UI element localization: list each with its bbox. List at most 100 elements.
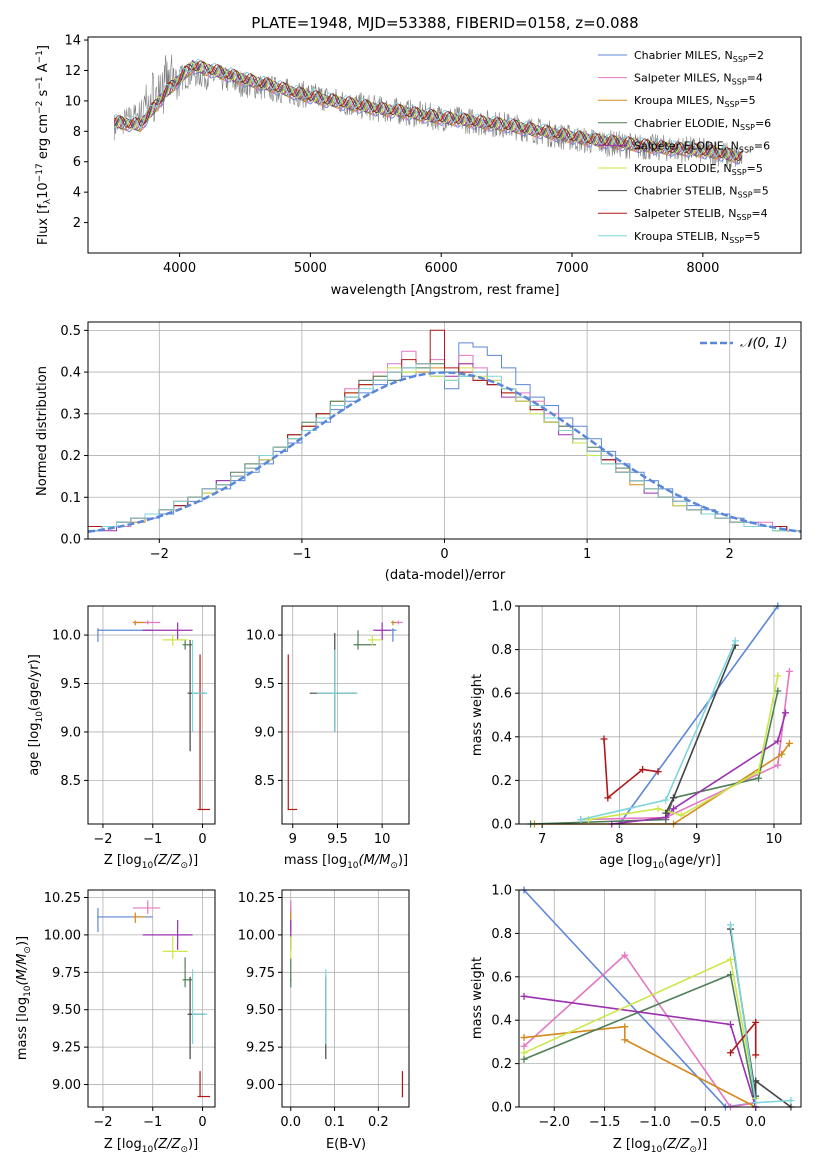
x-tick-label: 6000 [425, 261, 458, 276]
y-tick-label: 10.25 [238, 891, 275, 906]
y-tick-label: 10.0 [246, 629, 275, 644]
weight-vs-z-panel: −2.0 −1.5 −1.0 −0.5 0.0 0.0 0.2 0.4 0.6 0.8 1.0 Z … [470, 884, 802, 1155]
y-tick-label: 9.00 [246, 1078, 275, 1093]
plus-marker [752, 1018, 760, 1026]
gaussian-curve [87, 371, 802, 533]
age-vs-z-frame [87, 605, 216, 825]
y-axis-label: mass weight [470, 957, 485, 1039]
plus-marker [752, 1051, 760, 1059]
plus-marker [520, 1055, 528, 1063]
data-point [397, 621, 400, 624]
x-axis-label: Z [log10(Z/Z⊙)] [613, 1137, 707, 1155]
y-tick-label: 0.5 [60, 324, 81, 339]
legend-label: Kroupa STELIB, NSSP=5 [634, 230, 760, 245]
x-tick-label: −1 [143, 1115, 162, 1130]
y-tick-label: 14 [64, 34, 81, 49]
data-point [97, 916, 99, 918]
y-tick-label: 2 [73, 216, 81, 231]
y-tick-label: 9.50 [246, 1003, 275, 1018]
plus-marker [727, 1021, 734, 1029]
y-tick-label: 10.0 [52, 629, 81, 644]
x-tick-label: 7 [538, 832, 546, 847]
mass-vs-z-frame [87, 889, 216, 1108]
spectrum-frame [87, 36, 802, 254]
legend-label: Salpeter MILES, NSSP=4 [634, 72, 763, 87]
age-vs-mass-panel: 9 9.5 10 8.5 9.0 9.5 10.0 mass [log10(M/M⊙)] [246, 605, 410, 871]
legend: 𝒩(0, 1) [700, 336, 787, 351]
x-tick-label: −1 [292, 547, 311, 562]
data-point [176, 629, 179, 632]
residual-frame [87, 321, 802, 540]
data-point [199, 1095, 201, 1098]
y-tick-label: 10 [64, 94, 81, 109]
y-tick-label: 0.2 [491, 1057, 512, 1072]
x-axis-label: Z [log10(Z/Z⊙)] [104, 1137, 198, 1155]
y-tick-label: 0.2 [60, 449, 81, 464]
data-point [324, 1013, 327, 1016]
x-tick-label: −1 [143, 832, 162, 847]
legend-label-gaussian: 𝒩(0, 1) [740, 336, 787, 351]
plus-marker [785, 739, 793, 747]
plus-marker [731, 637, 739, 645]
weight-line-4 [523, 995, 757, 1108]
weight-vs-age-panel: 7 8 9 10 0.0 0.2 0.4 0.6 0.8 1.0 age [log10(age/y… [470, 600, 802, 871]
y-tick-label: 4 [73, 186, 81, 201]
plus-marker [727, 1049, 734, 1057]
plus-marker [774, 737, 782, 745]
plus-marker [520, 1042, 528, 1050]
x-tick-label: 8 [615, 832, 623, 847]
plus-marker [639, 766, 647, 773]
plus-marker [787, 1096, 795, 1104]
age-vs-mass-frame [281, 605, 410, 825]
data-point [146, 907, 149, 909]
y-tick-label: 10.00 [44, 928, 81, 943]
weight-line-3 [523, 973, 757, 1108]
age-vs-z-panel: −2 −1 0 8.5 9.0 9.5 10.0 Z [log10(Z/Z⊙)] age [… [27, 605, 216, 871]
y-tick-label: 9.00 [52, 1078, 81, 1093]
data-point [171, 950, 174, 953]
plus-marker [670, 805, 678, 813]
x-tick-label: 4000 [163, 261, 196, 276]
x-axis-label: Z [log10(Z/Z⊙)] [104, 853, 198, 871]
y-tick-label: 9.0 [60, 725, 81, 740]
y-tick-label: 10.25 [44, 891, 81, 906]
x-axis-label: (data-model)/error [385, 568, 506, 583]
plus-marker [600, 735, 608, 743]
data-point [134, 916, 137, 918]
x-tick-label: −2 [150, 547, 169, 562]
y-tick-label: 8.5 [60, 774, 81, 789]
y-tick-label: 1.0 [491, 884, 512, 899]
x-tick-label: −2.0 [538, 1115, 570, 1130]
y-tick-label: 0.4 [491, 730, 512, 745]
plus-marker [520, 1034, 528, 1042]
y-tick-label: 9.5 [254, 677, 275, 692]
x-axis-label: age [log10(age/yr)] [599, 853, 721, 871]
data-point [146, 621, 149, 624]
plus-marker [755, 774, 763, 782]
plus-marker [774, 761, 782, 769]
mass-vs-ebv-panel: 0.0 0.1 0.2 9.00 9.25 9.50 9.75 10.00 10.25 E(B-… [238, 889, 410, 1152]
y-axis-label: mass weight [470, 674, 485, 756]
data-point [371, 639, 374, 641]
x-tick-label: 9 [289, 832, 297, 847]
y-tick-label: 8 [73, 125, 81, 140]
data-point [289, 907, 292, 909]
data-point [184, 978, 186, 981]
legend-label: Chabrier MILES, NSSP=2 [634, 49, 764, 64]
y-tick-label: 10.00 [238, 928, 275, 943]
data-point [199, 808, 201, 811]
x-axis-label: mass [log10(M/M⊙)] [284, 853, 408, 871]
y-axis-label: mass [log10(M/M⊙)] [15, 936, 33, 1060]
plus-marker [520, 992, 528, 1000]
y-tick-label: 9.50 [52, 1003, 81, 1018]
y-tick-label: 0.0 [60, 533, 81, 548]
data-point [97, 629, 99, 632]
x-tick-label: −0.5 [690, 1115, 722, 1130]
data-point [171, 639, 174, 641]
y-tick-label: 0.4 [60, 366, 81, 381]
x-tick-label: 0.0 [280, 1115, 301, 1130]
plus-marker [662, 796, 670, 804]
y-tick-label: 0.3 [60, 407, 81, 422]
y-tick-label: 9.25 [52, 1041, 81, 1056]
plus-marker [727, 921, 734, 929]
